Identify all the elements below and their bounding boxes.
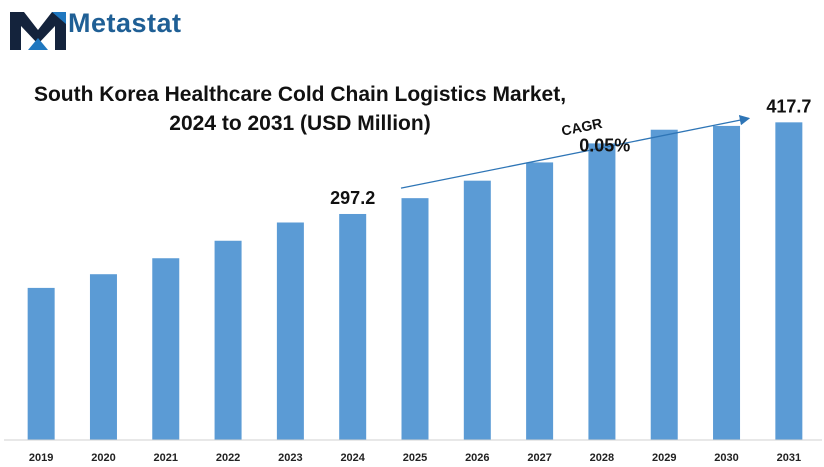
bar-2025 [401, 198, 429, 440]
bar-2030 [713, 125, 741, 440]
x-tick-label-2021: 2021 [154, 452, 178, 464]
bar-2019 [27, 287, 55, 440]
logo-text: Metastat [68, 8, 182, 38]
bar-2026 [463, 180, 491, 440]
x-tick-label-2027: 2027 [527, 452, 551, 464]
x-tick-label-2019: 2019 [29, 452, 53, 464]
cagr-arrow [400, 115, 751, 189]
bar-2029 [650, 129, 678, 440]
chart-title-line2: 2024 to 2031 (USD Million) [169, 112, 431, 135]
metastat-logo-icon [10, 12, 66, 50]
bar-2024 [339, 213, 367, 440]
bar-2027 [526, 162, 554, 441]
x-tick-label-2029: 2029 [652, 452, 676, 464]
bar-2020 [89, 274, 117, 440]
bar-2028 [588, 143, 616, 440]
x-tick-label-2028: 2028 [590, 452, 614, 464]
data-label-2031: 417.7 [766, 96, 811, 116]
chart-title-line1: South Korea Healthcare Cold Chain Logist… [33, 83, 567, 106]
cagr-value: 0.05% [579, 136, 630, 156]
chart-title: South Korea Healthcare Cold Chain Logist… [20, 80, 580, 138]
data-label-2024: 297.2 [330, 188, 375, 208]
x-tick-label-2024: 2024 [340, 452, 365, 464]
bar-2031 [775, 122, 803, 441]
bar-2022 [214, 240, 242, 440]
cagr-label: CAGR [560, 115, 604, 139]
x-tick-label-2022: 2022 [216, 452, 240, 464]
x-tick-label-2031: 2031 [777, 452, 801, 464]
bar-2023 [276, 222, 304, 440]
bar-2021 [152, 258, 180, 440]
x-tick-label-2023: 2023 [278, 452, 302, 464]
x-tick-label-2026: 2026 [465, 452, 489, 464]
x-tick-label-2030: 2030 [714, 452, 738, 464]
x-tick-label-2025: 2025 [403, 452, 427, 464]
x-tick-label-2020: 2020 [91, 452, 115, 464]
